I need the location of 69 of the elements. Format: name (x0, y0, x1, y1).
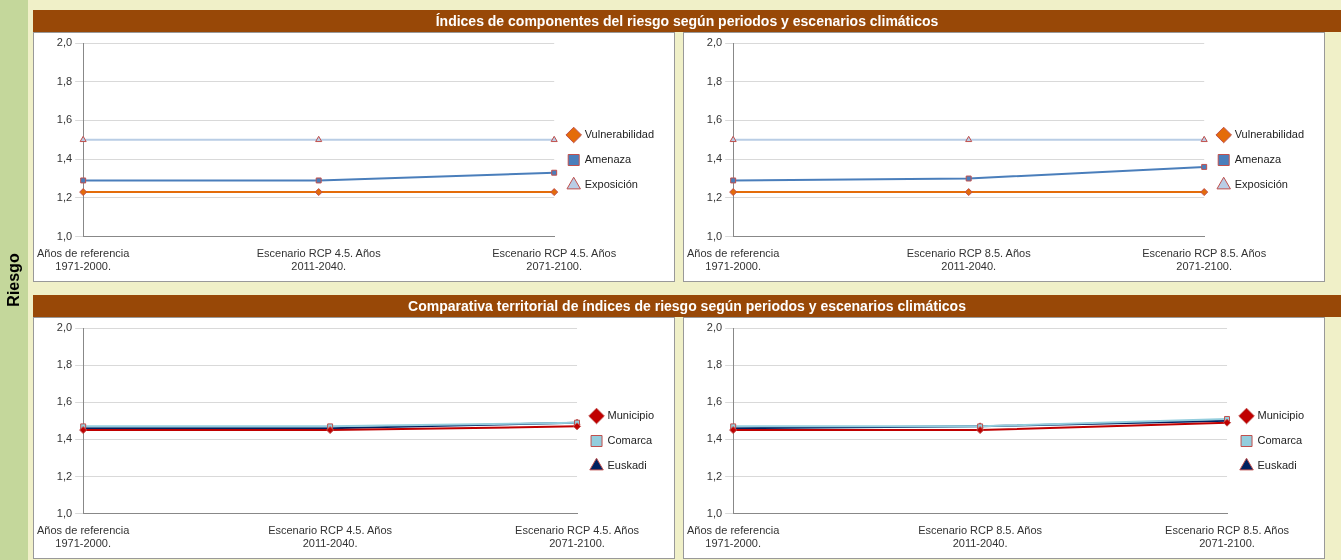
x-tick-label: Escenario RCP 8.5. Años 2071-2100. (1142, 247, 1267, 273)
legend-label: Amenaza (1234, 153, 1283, 166)
y-tick-label: 1,2 (706, 469, 723, 482)
y-tick-label: 1,4 (56, 432, 73, 445)
point (79, 188, 88, 197)
legend-label: Comarca (1257, 434, 1304, 447)
x-tick-label: Escenario RCP 8.5. Años 2011-2040. (918, 524, 1043, 550)
y-tick-label: 1,8 (56, 74, 73, 87)
legend-label: Vulnerabilidad (1234, 128, 1304, 141)
point (1200, 188, 1209, 197)
y-tick-label: 2,0 (56, 36, 73, 49)
legend-label: Vulnerabilidad (584, 128, 654, 141)
y-tick-label: 1,6 (706, 113, 723, 126)
point (80, 177, 87, 184)
point (550, 135, 558, 143)
x-tick-label: Escenario RCP 8.5. Años 2071-2100. (1165, 524, 1290, 550)
text: Índices de componentes del riesgo según periodos y escenarios climáticos (33, 10, 1341, 32)
text: Comparativa territorial de índices de riesgo según periodos y escenarios climáticos (33, 295, 1341, 317)
legend-label: Amenaza (584, 153, 633, 166)
point (729, 188, 738, 197)
y-tick-label: 1,6 (56, 395, 73, 408)
y-tick-label: 1,8 (706, 358, 723, 371)
point (965, 135, 973, 143)
point (550, 188, 559, 197)
y-tick-label: 1,0 (706, 506, 723, 519)
legend-label: Euskadi (1257, 459, 1297, 472)
x-tick-label: Escenario RCP 4.5. Años 2071-2100. (515, 524, 640, 550)
point (315, 177, 322, 184)
y-tick-label: 1,8 (56, 358, 73, 371)
y-tick-label: 1,8 (706, 74, 723, 87)
y-tick-label: 1,2 (56, 190, 73, 203)
point (551, 169, 558, 176)
y-tick-label: 1,6 (56, 113, 73, 126)
legend-label: Municipio (1257, 409, 1304, 422)
y-tick-label: 1,6 (706, 395, 723, 408)
point (1200, 135, 1208, 143)
y-tick-label: 1,4 (56, 152, 73, 165)
text: Riesgo (5, 253, 23, 307)
y-tick-label: 1,4 (706, 432, 723, 445)
y-tick-label: 1,2 (706, 190, 723, 203)
y-tick-label: 2,0 (56, 321, 73, 334)
legend-label: Comarca (607, 434, 654, 447)
legend-label: Exposición (1234, 178, 1288, 191)
y-tick-label: 1,2 (56, 469, 73, 482)
y-tick-label: 1,0 (56, 229, 73, 242)
y-tick-label: 1,0 (56, 506, 73, 519)
legend-label: Euskadi (607, 459, 647, 472)
y-tick-label: 1,4 (706, 152, 723, 165)
point (315, 135, 323, 143)
legend-label: Exposición (584, 178, 638, 191)
x-tick-label: Años de referencia 1971-2000. (37, 524, 131, 550)
point (964, 188, 973, 197)
x-tick-label: Años de referencia 1971-2000. (687, 247, 781, 273)
point (79, 135, 87, 143)
x-tick-label: Escenario RCP 8.5. Años 2011-2040. (906, 247, 1032, 273)
point (1201, 163, 1208, 170)
point (729, 135, 737, 143)
point (314, 188, 323, 197)
x-tick-label: Escenario RCP 4.5. Años 2011-2040. (268, 524, 393, 550)
y-tick-label: 2,0 (706, 36, 723, 49)
x-tick-label: Años de referencia 1971-2000. (687, 524, 781, 550)
x-tick-label: Escenario RCP 4.5. Años 2011-2040. (256, 247, 382, 273)
point (965, 175, 972, 182)
legend-label: Municipio (607, 409, 654, 422)
y-tick-label: 1,0 (706, 229, 723, 242)
x-tick-label: Escenario RCP 4.5. Años 2071-2100. (492, 247, 617, 273)
x-tick-label: Años de referencia 1971-2000. (37, 247, 131, 273)
y-tick-label: 2,0 (706, 321, 723, 334)
point (730, 177, 737, 184)
